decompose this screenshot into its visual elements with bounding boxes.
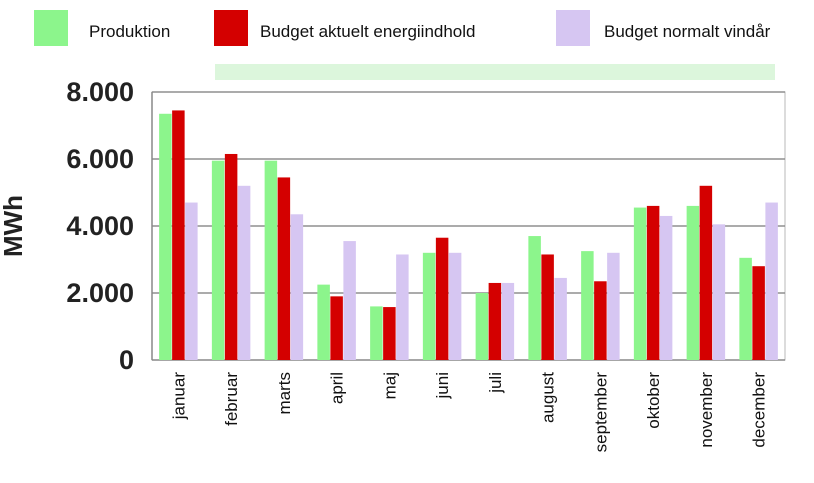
x-tick-label: januar [169, 372, 188, 421]
x-tick-label: marts [275, 372, 294, 415]
bar [185, 202, 198, 360]
y-tick-label: 2.000 [66, 278, 134, 308]
bar [488, 282, 502, 360]
legend-label-produktion: Produktion [89, 22, 171, 41]
x-tick-label: september [591, 372, 610, 453]
legend-label-budget-normalt: Budget normalt vindår [604, 22, 771, 41]
bar [383, 307, 396, 360]
x-tick-label: december [750, 372, 769, 448]
bar [159, 113, 172, 361]
bar [435, 237, 449, 360]
bar [277, 177, 291, 360]
bar [343, 241, 356, 360]
y-tick-label: 8.000 [66, 77, 134, 107]
bar [475, 293, 489, 360]
bar [224, 153, 238, 360]
bar [541, 254, 554, 360]
x-tick-label: oktober [644, 372, 663, 429]
bar [699, 185, 713, 360]
y-tick-label: 6.000 [66, 144, 134, 174]
x-tick-label: november [697, 372, 716, 448]
bar [448, 252, 462, 360]
bar-chart: 0 2.000 4.000 6.000 8.000 MWh januar februar mar… [0, 64, 786, 453]
y-tick-label: 0 [119, 345, 134, 375]
bar [237, 185, 251, 360]
bar [172, 110, 185, 360]
y-tick-label: 4.000 [66, 211, 134, 241]
x-tick-label: juni [433, 372, 452, 399]
bar [712, 224, 726, 360]
bar [554, 277, 567, 360]
x-tick-label: maj [380, 372, 399, 399]
legend-swatch-budget-normalt [556, 10, 590, 46]
bar [528, 236, 541, 360]
y-axis-title: MWh [0, 195, 28, 257]
bar [290, 214, 304, 360]
bar [607, 252, 620, 360]
legend-swatch-budget-aktuelt [214, 10, 248, 46]
x-tick-label: juli [486, 372, 505, 394]
x-tick-label: august [539, 372, 558, 423]
legend-label-budget-aktuelt: Budget aktuelt energiindhold [260, 22, 476, 41]
bar [594, 281, 607, 360]
legend-swatch-produktion [34, 10, 68, 46]
x-tick-label: april [328, 372, 347, 404]
bar [659, 215, 673, 360]
bar [686, 205, 700, 360]
bar [752, 266, 765, 360]
faded-title-strip [215, 64, 775, 80]
x-tick-label: februar [222, 372, 241, 426]
bar [739, 257, 752, 360]
bar [765, 202, 778, 360]
bar [422, 252, 436, 360]
bar [330, 296, 343, 360]
bar [581, 251, 594, 360]
bar [633, 207, 647, 360]
bar [211, 160, 225, 360]
bar [396, 254, 409, 360]
bar [264, 160, 278, 360]
bar [501, 282, 515, 360]
bar [317, 284, 330, 360]
bar [646, 205, 660, 360]
legend: Produktion Budget aktuelt energiindhold … [0, 0, 814, 60]
bar [370, 306, 383, 360]
